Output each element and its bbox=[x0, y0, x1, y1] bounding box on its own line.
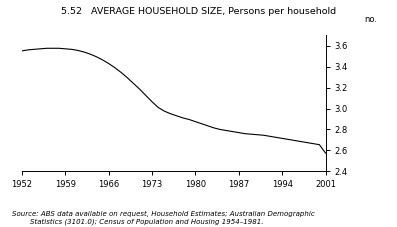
Text: no.: no. bbox=[364, 15, 378, 24]
Text: Source: ABS data available on request, Household Estimates; Australian Demograph: Source: ABS data available on request, H… bbox=[12, 211, 315, 225]
Text: 5.52   AVERAGE HOUSEHOLD SIZE, Persons per household: 5.52 AVERAGE HOUSEHOLD SIZE, Persons per… bbox=[61, 7, 336, 16]
